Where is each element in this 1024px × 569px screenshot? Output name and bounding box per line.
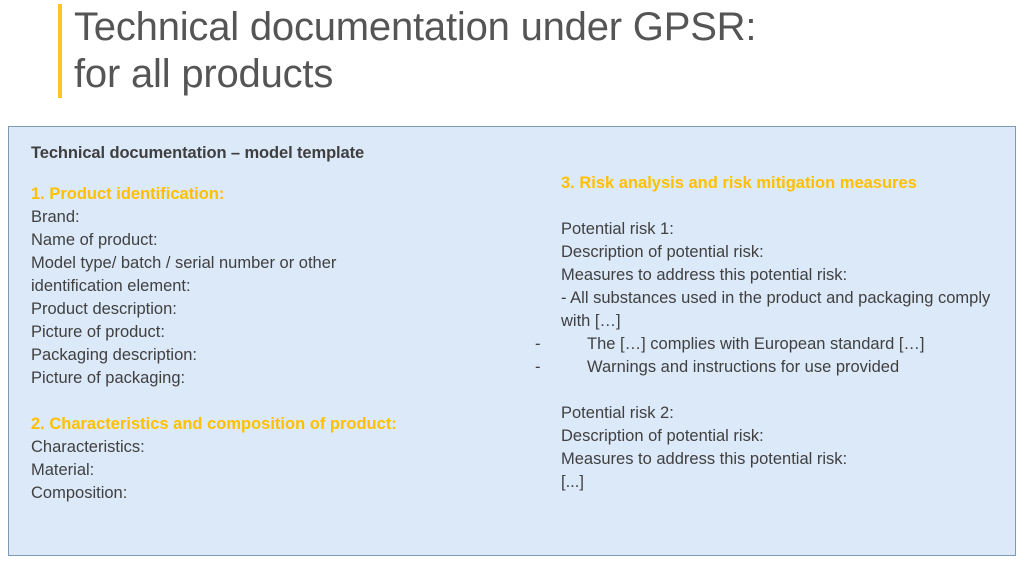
dash-marker: -	[535, 358, 541, 376]
list-item: Picture of packaging:	[31, 369, 186, 387]
list-item: Name of product:	[31, 231, 158, 249]
slide-title-block: Technical documentation under GPSR: for …	[58, 4, 958, 100]
list-item: Potential risk 1:	[561, 220, 674, 238]
section-divider-spacer	[31, 390, 411, 413]
page-title: Technical documentation under GPSR: for …	[74, 5, 757, 96]
section-2-body: Characteristics: Material: Composition:	[31, 436, 411, 505]
list-item: Description of potential risk:	[561, 243, 764, 261]
heading-spacer	[561, 195, 1016, 218]
section-1-body: Brand: Name of product: Model type/ batc…	[31, 206, 411, 390]
title-accent-bar	[58, 4, 62, 98]
section-1: 1. Product identification: Brand: Name o…	[31, 183, 411, 390]
risk-2-block: Potential risk 2: Description of potenti…	[561, 402, 1016, 494]
risk-divider-spacer	[561, 379, 1016, 402]
list-item: Model type/ batch / serial number or oth…	[31, 254, 341, 295]
right-column: 3. Risk analysis and risk mitigation mea…	[535, 172, 1016, 494]
dash-list-item: - Warnings and instructions for use provi…	[535, 356, 1016, 379]
list-item: Picture of product:	[31, 323, 165, 341]
list-item: Product description:	[31, 300, 177, 318]
list-item: Characteristics:	[31, 438, 145, 456]
dash-list-item-label: The […] complies with European standard …	[587, 335, 925, 353]
section-2-heading: 2. Characteristics and composition of pr…	[31, 415, 397, 433]
list-item: Brand:	[31, 208, 80, 226]
list-item: - All substances used in the product and…	[561, 289, 995, 330]
panel-heading: Technical documentation – model template	[31, 144, 365, 162]
dash-list-item: - The […] complies with European standard…	[535, 333, 1016, 356]
list-item: Packaging description:	[31, 346, 198, 364]
section-2: 2. Characteristics and composition of pr…	[31, 413, 411, 505]
list-item: Composition:	[31, 484, 128, 502]
section-1-heading: 1. Product identification:	[31, 185, 225, 203]
risk-1-block: Potential risk 1: Description of potenti…	[535, 218, 1016, 379]
list-item: Measures to address this potential risk:	[561, 450, 848, 468]
technical-documentation-panel: Technical documentation – model template…	[8, 126, 1016, 556]
left-column: 1. Product identification: Brand: Name o…	[31, 183, 411, 505]
list-item: Measures to address this potential risk:	[561, 266, 848, 284]
list-item: Material:	[31, 461, 95, 479]
list-item: Description of potential risk:	[561, 427, 764, 445]
list-item: Potential risk 2:	[561, 404, 674, 422]
list-item: [...]	[561, 473, 584, 491]
section-3-heading: 3. Risk analysis and risk mitigation mea…	[561, 174, 917, 192]
dash-list-item-label: Warnings and instructions for use provid…	[587, 358, 900, 376]
dash-marker: -	[535, 335, 541, 353]
